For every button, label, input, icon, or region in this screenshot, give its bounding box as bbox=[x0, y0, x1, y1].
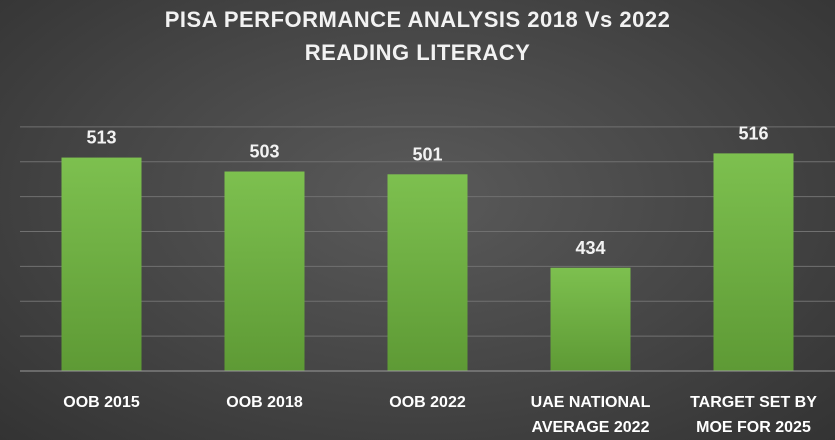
category-labels: OOB 2015 OOB 2018 OOB 2022 UAE NATIONAL AVER… bbox=[63, 394, 817, 436]
bars bbox=[61, 153, 794, 371]
data-labels: 513 503 501 434 516 bbox=[86, 123, 768, 257]
category-label: AVERAGE 2022 bbox=[532, 419, 650, 436]
data-label: 501 bbox=[412, 144, 442, 164]
data-label: 513 bbox=[86, 128, 116, 148]
category-label: UAE NATIONAL bbox=[531, 394, 651, 411]
data-label: 503 bbox=[249, 142, 279, 162]
category-label: OOB 2018 bbox=[226, 394, 303, 411]
bar bbox=[387, 174, 468, 371]
bar bbox=[61, 157, 142, 371]
data-label: 516 bbox=[738, 123, 768, 143]
bar bbox=[713, 153, 794, 371]
bar bbox=[550, 267, 631, 371]
data-label: 434 bbox=[575, 238, 605, 258]
chart-title: PISA PERFORMANCE ANALYSIS 2018 Vs 2022 bbox=[165, 7, 671, 32]
category-label: OOB 2022 bbox=[389, 394, 466, 411]
category-label: TARGET SET BY bbox=[690, 394, 817, 411]
category-label: MOE FOR 2025 bbox=[696, 419, 811, 436]
category-label: OOB 2015 bbox=[63, 394, 140, 411]
chart-subtitle: READING LITERACY bbox=[305, 40, 531, 65]
bar bbox=[224, 171, 305, 371]
